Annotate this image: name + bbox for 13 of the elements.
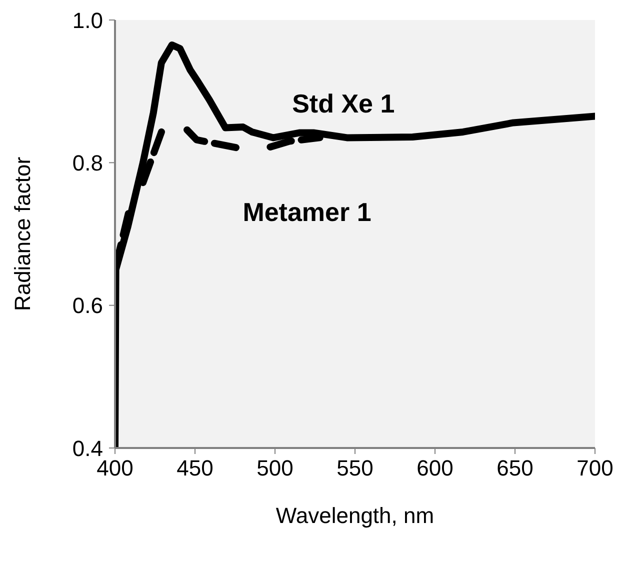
series-label: Std Xe 1 [292, 88, 395, 119]
x-tick-label: 500 [256, 456, 294, 481]
y-tick-label: 1.0 [72, 8, 103, 33]
y-tick-label: 0.6 [72, 293, 103, 318]
x-tick-label: 600 [416, 456, 454, 481]
x-tick-label: 550 [336, 456, 374, 481]
y-axis-title: Radiance factor [10, 156, 35, 312]
y-tick-label: 0.8 [72, 150, 103, 176]
x-tick-label: 700 [576, 456, 614, 481]
series-label: Metamer 1 [242, 196, 372, 227]
x-axis-title: Wavelength, nm [276, 503, 434, 528]
x-tick-label: 650 [496, 456, 534, 481]
x-tick-label: 450 [176, 456, 214, 481]
